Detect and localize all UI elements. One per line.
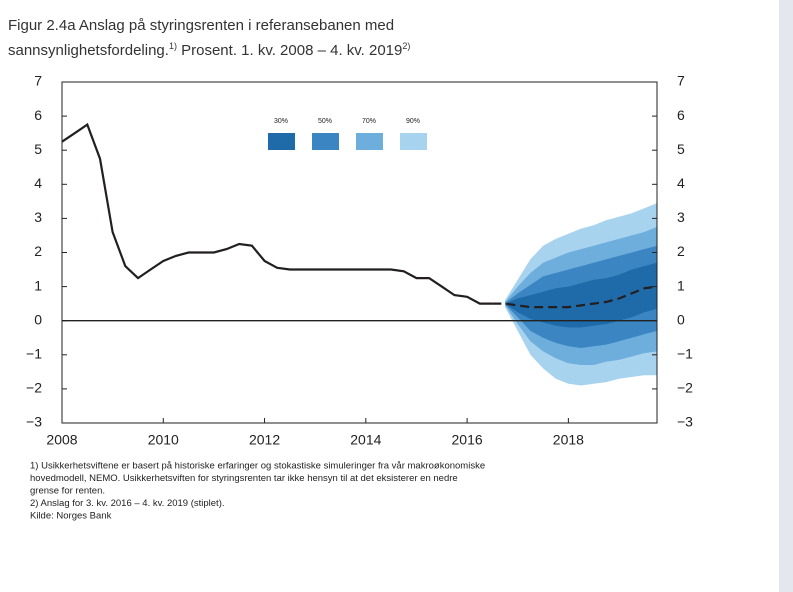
legend-swatch bbox=[400, 133, 427, 150]
x-tick-label: 2008 bbox=[46, 432, 77, 448]
footnote: 1) Usikkerhetsviftene er basert på histo… bbox=[30, 461, 485, 472]
history-line bbox=[61, 122, 493, 305]
footnote: 2) Anslag for 3. kv. 2016 – 4. kv. 2019 … bbox=[30, 498, 225, 509]
y2-tick-label: 6 bbox=[677, 107, 685, 123]
x-tick-label: 2014 bbox=[350, 432, 381, 448]
y-tick-label: 3 bbox=[34, 209, 42, 225]
legend-label: 50% bbox=[318, 118, 332, 125]
title-line: Figur 2.4a Anslag på styringsrenten i re… bbox=[8, 17, 395, 34]
footnote: hovedmodell, NEMO. Usikkerhetsviften for… bbox=[30, 473, 458, 484]
y2-tick-label: −3 bbox=[677, 414, 693, 430]
y-tick-label: 7 bbox=[34, 73, 42, 89]
legend-swatch bbox=[356, 133, 383, 150]
legend-label: 30% bbox=[274, 118, 288, 125]
y2-tick-label: 5 bbox=[677, 141, 685, 157]
y-tick-label: 5 bbox=[34, 141, 42, 157]
y-tick-label: 2 bbox=[34, 243, 42, 259]
legend-swatch bbox=[268, 133, 295, 150]
y2-tick-label: 4 bbox=[677, 175, 685, 191]
footnote: grense for renten. bbox=[30, 486, 105, 497]
y-tick-label: 1 bbox=[34, 277, 42, 293]
y2-tick-label: −1 bbox=[677, 346, 693, 362]
side-strip bbox=[779, 0, 793, 592]
x-tick-label: 2016 bbox=[452, 432, 483, 448]
y2-tick-label: 1 bbox=[677, 277, 685, 293]
y2-tick-label: 7 bbox=[677, 73, 685, 89]
footnote-ref: 2) bbox=[402, 41, 411, 51]
x-tick-label: 2010 bbox=[148, 432, 179, 448]
x-tick-label: 2018 bbox=[553, 432, 584, 448]
y2-tick-label: −2 bbox=[677, 380, 693, 396]
x-tick-label: 2012 bbox=[249, 432, 280, 448]
title-line: Prosent. 1. kv. 2008 – 4. kv. 2019 bbox=[176, 42, 403, 59]
y-tick-label: −3 bbox=[26, 414, 42, 430]
fan-band bbox=[505, 262, 657, 328]
y-tick-label: −1 bbox=[26, 346, 42, 362]
y-tick-label: 6 bbox=[34, 107, 42, 123]
chart-title: Figur 2.4a Anslag på styringsrenten i re… bbox=[8, 16, 410, 61]
legend-label: 90% bbox=[406, 118, 420, 125]
title-line: sannsynlighetsfordeling. bbox=[8, 42, 169, 59]
legend-label: 70% bbox=[362, 118, 376, 125]
footnote-ref: 1) bbox=[168, 41, 177, 51]
y2-tick-label: 0 bbox=[677, 311, 685, 327]
y-tick-label: 4 bbox=[34, 175, 42, 191]
y-tick-label: 0 bbox=[34, 311, 42, 327]
footnote: Kilde: Norges Bank bbox=[30, 511, 112, 522]
legend-swatch bbox=[312, 133, 339, 150]
y2-tick-label: 2 bbox=[677, 243, 685, 259]
y2-tick-label: 3 bbox=[677, 209, 685, 225]
y-tick-label: −2 bbox=[26, 380, 42, 396]
